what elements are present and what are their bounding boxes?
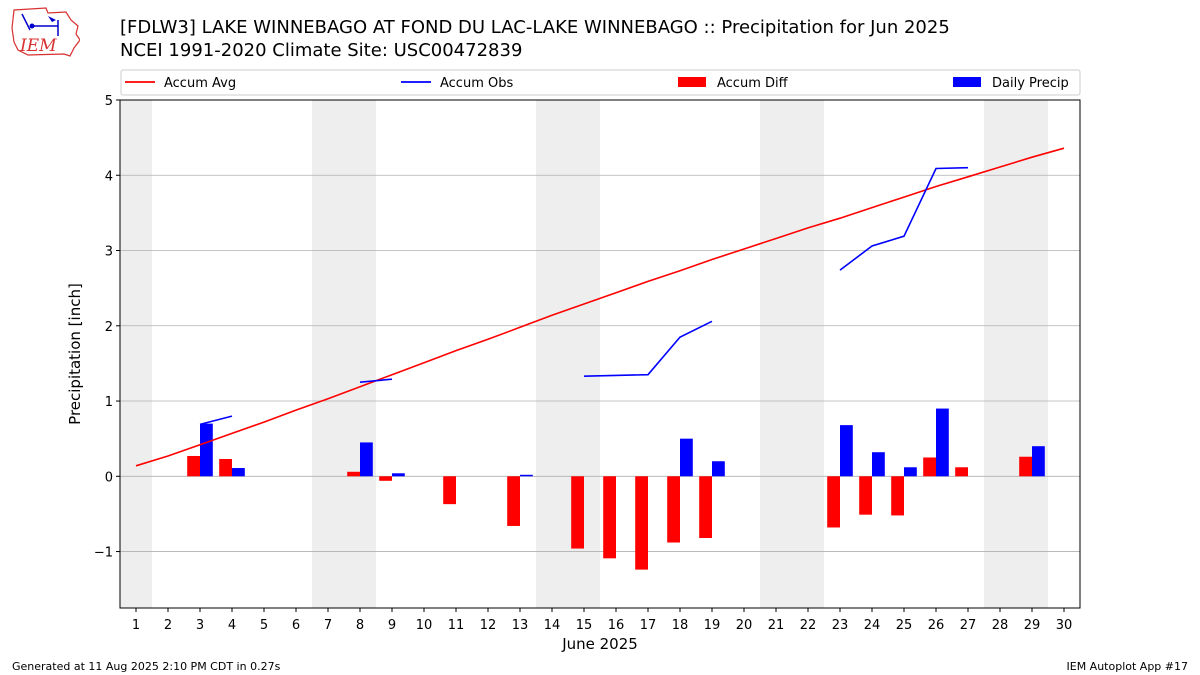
x-tick-label: 18	[672, 618, 689, 633]
accum-obs-line-segment-2	[359, 378, 393, 383]
x-tick-label: 6	[292, 618, 300, 633]
x-tick-label: 28	[992, 618, 1009, 633]
x-tick-label: 22	[800, 618, 817, 633]
x-tick-label: 11	[448, 618, 465, 633]
daily-precip-bar-day-26	[936, 408, 949, 477]
daily-precip-bar-day-18	[680, 438, 693, 477]
x-tick-label: 10	[416, 618, 433, 633]
legend-swatch-daily-precip	[953, 77, 981, 87]
chart-subtitle: NCEI 1991-2020 Climate Site: USC00472839	[120, 40, 523, 61]
x-tick-label: 19	[704, 618, 721, 633]
accum-diff-bar-day-3	[187, 455, 200, 477]
chart-title: [FDLW3] LAKE WINNEBAGO AT FOND DU LAC-LA…	[120, 17, 950, 38]
y-tick-label: 2	[105, 320, 113, 335]
accum-obs-line-segment-3	[583, 320, 713, 377]
legend-box	[120, 69, 1081, 96]
x-tick-label: 9	[388, 618, 396, 633]
accum-obs-line-segment-4	[839, 166, 969, 271]
app-credit: IEM Autoplot App #17	[1066, 660, 1189, 673]
accum-diff-bar-day-17	[635, 476, 648, 570]
x-tick-label: 16	[608, 618, 625, 633]
x-tick-label: 21	[768, 618, 785, 633]
weekend-band-4	[760, 100, 824, 608]
x-tick-label: 17	[640, 618, 657, 633]
accum-diff-bar-day-19	[699, 476, 712, 539]
accum-diff-bar-day-25	[891, 476, 904, 516]
y-tick-label: 1	[105, 395, 113, 410]
x-tick-label: 13	[512, 618, 529, 633]
iem-logo: IEM	[11, 7, 80, 57]
daily-precip-bar-day-19	[712, 461, 725, 477]
bars	[187, 408, 1045, 570]
x-tick-label: 30	[1056, 618, 1073, 633]
accum-diff-bar-day-29	[1019, 456, 1032, 477]
plot-frame	[119, 99, 1081, 609]
accum-diff-bar-day-18	[667, 476, 680, 543]
daily-precip-bar-day-13	[520, 474, 533, 477]
legend-label-accum-avg: Accum Avg	[164, 76, 236, 91]
x-tick-label: 5	[260, 618, 268, 633]
daily-precip-bar-day-24	[872, 452, 885, 477]
legend-label-daily-precip: Daily Precip	[992, 76, 1069, 91]
accum-diff-bar-day-27	[955, 467, 968, 477]
logo-text: IEM	[19, 36, 57, 56]
daily-precip-bar-day-29	[1032, 446, 1045, 477]
y-tick-label: 3	[105, 245, 113, 260]
x-tick-label: 27	[960, 618, 977, 633]
generated-timestamp: Generated at 11 Aug 2025 2:10 PM CDT in …	[12, 660, 281, 673]
daily-precip-bar-day-4	[232, 468, 245, 477]
daily-precip-bar-day-23	[840, 425, 853, 477]
x-tick-label: 1	[132, 618, 140, 633]
x-tick-label: 29	[1024, 618, 1041, 633]
weekend-band-2	[312, 100, 376, 608]
x-tick-label: 14	[544, 618, 561, 633]
x-tick-label: 26	[928, 618, 945, 633]
y-tick-label: 4	[105, 169, 113, 184]
accum-diff-bar-day-11	[443, 476, 456, 505]
accum-diff-bar-day-16	[603, 476, 616, 559]
x-tick-label: 8	[356, 618, 364, 633]
x-tick-label: 7	[324, 618, 332, 633]
x-tick-label: 3	[196, 618, 204, 633]
accum-diff-bar-day-23	[827, 476, 840, 528]
accum-diff-bar-day-4	[219, 458, 232, 477]
weekend-band-3	[536, 100, 600, 608]
legend: Accum Avg Accum Obs Accum Diff Daily Precip	[120, 69, 1081, 96]
legend-label-accum-diff: Accum Diff	[717, 76, 789, 91]
daily-precip-bar-day-25	[904, 467, 917, 477]
x-axis-label: June 2025	[561, 635, 638, 653]
x-tick-label: 23	[832, 618, 849, 633]
accum-diff-bar-day-24	[859, 476, 872, 515]
accum-diff-bar-day-8	[347, 471, 360, 477]
accum-diff-bar-day-15	[571, 476, 584, 549]
y-tick-label: −1	[94, 546, 113, 561]
y-tick-label: 5	[105, 94, 113, 109]
weekend-band-1	[120, 100, 152, 608]
accum-obs-line-segment-1	[199, 415, 233, 426]
x-tick-label: 20	[736, 618, 753, 633]
legend-label-accum-obs: Accum Obs	[440, 76, 513, 91]
y-axis-label: Precipitation [inch]	[66, 283, 84, 425]
x-tick-label: 4	[228, 618, 236, 633]
x-tick-label: 15	[576, 618, 593, 633]
accum-diff-bar-day-26	[923, 457, 936, 477]
x-tick-label: 12	[480, 618, 497, 633]
daily-precip-bar-day-3	[200, 423, 213, 477]
accum-avg-line	[135, 147, 1065, 467]
accum-diff-bar-day-9	[379, 476, 392, 481]
lines	[135, 147, 1065, 467]
x-tick-label: 25	[896, 618, 913, 633]
legend-swatch-accum-diff	[678, 77, 706, 87]
x-tick-label: 2	[164, 618, 172, 633]
weekend-shading	[120, 100, 1048, 608]
daily-precip-bar-day-8	[360, 442, 373, 477]
accum-diff-bar-day-13	[507, 476, 520, 526]
x-tick-label: 24	[864, 618, 881, 633]
weekend-band-5	[984, 100, 1048, 608]
daily-precip-bar-day-9	[392, 473, 405, 477]
y-tick-label: 0	[105, 470, 113, 485]
